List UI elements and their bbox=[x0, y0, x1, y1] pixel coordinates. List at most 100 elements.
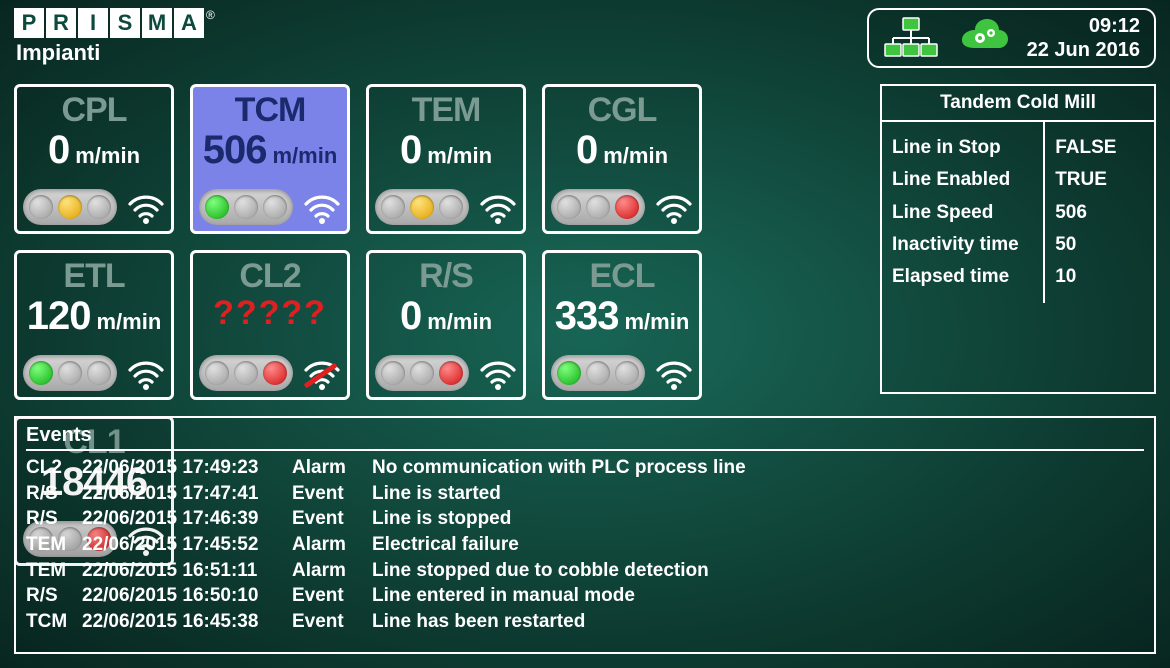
traffic-light bbox=[375, 355, 469, 391]
detail-labels: Line in StopLine EnabledLine SpeedInacti… bbox=[882, 122, 1045, 303]
wifi-icon bbox=[655, 190, 693, 224]
logo-subtitle: Impianti bbox=[16, 40, 215, 66]
tile-value: 333 bbox=[555, 294, 619, 339]
light-off bbox=[87, 361, 111, 385]
light-y bbox=[410, 195, 434, 219]
wifi-icon bbox=[303, 356, 341, 390]
logo-letter: M bbox=[142, 8, 172, 38]
event-message: Line is stopped bbox=[372, 506, 1144, 532]
logo: PRISMA ® Impianti bbox=[14, 8, 215, 66]
network-icon bbox=[883, 16, 939, 60]
tile-unit: m/min bbox=[272, 143, 337, 169]
event-line: CL2 bbox=[26, 455, 82, 481]
light-off bbox=[87, 195, 111, 219]
event-line: R/S bbox=[26, 481, 82, 507]
tile-RS[interactable]: R/S0m/min bbox=[366, 250, 526, 400]
tile-name: TEM bbox=[412, 91, 481, 130]
tile-name: CPL bbox=[62, 91, 127, 130]
event-message: Line is started bbox=[372, 481, 1144, 507]
cloud-settings-icon bbox=[955, 16, 1011, 60]
event-line: R/S bbox=[26, 506, 82, 532]
tile-value: ????? bbox=[213, 294, 327, 333]
tile-value: 0 bbox=[400, 128, 421, 173]
detail-label: Elapsed time bbox=[892, 261, 1033, 293]
event-timestamp: 22/06/2015 16:50:10 bbox=[82, 583, 292, 609]
detail-label: Line Speed bbox=[892, 197, 1033, 229]
event-row: TEM22/06/2015 17:45:52AlarmElectrical fa… bbox=[26, 532, 1144, 558]
traffic-light bbox=[199, 189, 293, 225]
light-off bbox=[58, 361, 82, 385]
event-line: TCM bbox=[26, 609, 82, 635]
tile-name: CGL bbox=[588, 91, 657, 130]
tile-ECL[interactable]: ECL333m/min bbox=[542, 250, 702, 400]
detail-value: 506 bbox=[1055, 197, 1144, 229]
tile-TCM[interactable]: TCM506m/min bbox=[190, 84, 350, 234]
event-message: Electrical failure bbox=[372, 532, 1144, 558]
detail-value: FALSE bbox=[1055, 132, 1144, 164]
tile-name: ECL bbox=[590, 257, 655, 296]
event-timestamp: 22/06/2015 16:45:38 bbox=[82, 609, 292, 635]
tile-unit: m/min bbox=[427, 309, 492, 335]
light-r bbox=[263, 361, 287, 385]
tile-unit: m/min bbox=[427, 143, 492, 169]
light-off bbox=[234, 195, 258, 219]
tile-CPL[interactable]: CPL0m/min bbox=[14, 84, 174, 234]
wifi-icon bbox=[655, 356, 693, 390]
detail-value: 10 bbox=[1055, 261, 1144, 293]
event-row: R/S22/06/2015 17:46:39EventLine is stopp… bbox=[26, 506, 1144, 532]
event-row: R/S22/06/2015 16:50:10EventLine entered … bbox=[26, 583, 1144, 609]
wifi-icon bbox=[127, 190, 165, 224]
events-title: Events bbox=[26, 424, 1144, 451]
logo-letter: R bbox=[46, 8, 76, 38]
event-timestamp: 22/06/2015 16:51:11 bbox=[82, 558, 292, 584]
clock-time: 09:12 bbox=[1027, 14, 1140, 38]
light-off bbox=[205, 361, 229, 385]
logo-letter: A bbox=[174, 8, 204, 38]
logo-reg: ® bbox=[206, 8, 215, 22]
event-message: Line has been restarted bbox=[372, 609, 1144, 635]
logo-letter: S bbox=[110, 8, 140, 38]
detail-label: Inactivity time bbox=[892, 229, 1033, 261]
event-line: TEM bbox=[26, 532, 82, 558]
light-off bbox=[439, 195, 463, 219]
light-off bbox=[615, 361, 639, 385]
traffic-light bbox=[23, 355, 117, 391]
light-g bbox=[557, 361, 581, 385]
tile-name: ETL bbox=[63, 257, 124, 296]
tile-unit: m/min bbox=[603, 143, 668, 169]
light-y bbox=[58, 195, 82, 219]
light-off bbox=[263, 195, 287, 219]
tile-TEM[interactable]: TEM0m/min bbox=[366, 84, 526, 234]
tile-CGL[interactable]: CGL0m/min bbox=[542, 84, 702, 234]
events-panel: Events CL222/06/2015 17:49:23AlarmNo com… bbox=[14, 416, 1156, 654]
header: PRISMA ® Impianti bbox=[0, 0, 1170, 68]
tile-CL2[interactable]: CL2????? bbox=[190, 250, 350, 400]
detail-value: 50 bbox=[1055, 229, 1144, 261]
wifi-icon bbox=[479, 356, 517, 390]
light-g bbox=[205, 195, 229, 219]
light-off bbox=[586, 361, 610, 385]
clock-date: 22 Jun 2016 bbox=[1027, 38, 1140, 62]
event-timestamp: 22/06/2015 17:46:39 bbox=[82, 506, 292, 532]
detail-title: Tandem Cold Mill bbox=[882, 86, 1154, 122]
event-row: TEM22/06/2015 16:51:11AlarmLine stopped … bbox=[26, 558, 1144, 584]
event-message: Line stopped due to cobble detection bbox=[372, 558, 1144, 584]
traffic-light bbox=[199, 355, 293, 391]
tile-unit: m/min bbox=[75, 143, 140, 169]
event-timestamp: 22/06/2015 17:49:23 bbox=[82, 455, 292, 481]
detail-panel: Tandem Cold Mill Line in StopLine Enable… bbox=[880, 84, 1156, 394]
clock-panel: 09:12 22 Jun 2016 bbox=[867, 8, 1156, 68]
tile-value: 0 bbox=[48, 128, 69, 173]
event-line: TEM bbox=[26, 558, 82, 584]
event-type: Alarm bbox=[292, 532, 372, 558]
detail-label: Line Enabled bbox=[892, 164, 1033, 196]
traffic-light bbox=[375, 189, 469, 225]
tile-value: 0 bbox=[400, 294, 421, 339]
event-message: Line entered in manual mode bbox=[372, 583, 1144, 609]
light-off bbox=[410, 361, 434, 385]
tile-value: 120 bbox=[27, 294, 91, 339]
event-line: R/S bbox=[26, 583, 82, 609]
tile-ETL[interactable]: ETL120m/min bbox=[14, 250, 174, 400]
light-r bbox=[439, 361, 463, 385]
tile-unit: m/min bbox=[96, 309, 161, 335]
